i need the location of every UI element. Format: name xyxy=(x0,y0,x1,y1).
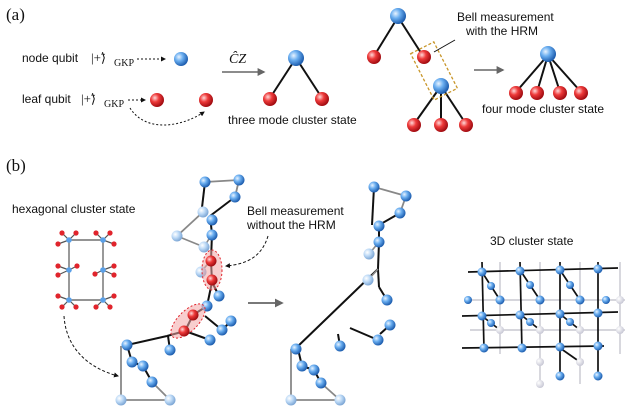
panel-a-label: (a) xyxy=(6,5,25,24)
chain-cluster-left-nodes xyxy=(115,174,245,406)
cz-operator: ĈZ xyxy=(229,50,246,67)
two-cluster-bell-a xyxy=(367,8,473,132)
node-qubit-label: node qubit xyxy=(22,51,79,65)
bell-a-label-1: Bell measurement xyxy=(457,10,554,24)
three-mode-label: three mode cluster state xyxy=(228,113,357,127)
hexagonal-leaves xyxy=(55,230,117,310)
hexagonal-nodes xyxy=(66,237,106,303)
leaf-qubit-gkp: GKP xyxy=(104,99,124,110)
cluster3d-grid xyxy=(461,261,625,388)
bell-a-label-2: with the HRM xyxy=(465,24,538,38)
leaf-qubit-ket: |+̃⟩ xyxy=(81,91,96,106)
bell-b-label-2: without the HRM xyxy=(246,218,336,232)
four-mode-cluster xyxy=(509,46,588,100)
hrm-highlight-box xyxy=(409,41,459,101)
leaf-qubit-sphere-2 xyxy=(199,93,213,107)
cluster3d-label: 3D cluster state xyxy=(490,234,574,248)
leaf-qubit-label: leaf qubit xyxy=(22,92,71,106)
hex-curved-arrow xyxy=(63,315,119,378)
node-qubit-ket: |+̃⟩ xyxy=(91,50,106,65)
leaf-curved-arrow xyxy=(129,107,205,126)
node-qubit-sphere xyxy=(174,52,188,66)
leaf-qubit-sphere-1 xyxy=(150,93,164,107)
bell-a-pointer xyxy=(433,39,456,53)
four-mode-label: four mode cluster state xyxy=(482,102,604,116)
three-mode-cluster xyxy=(263,50,329,106)
node-qubit-gkp: GKP xyxy=(114,58,134,69)
panel-b-label: (b) xyxy=(6,156,26,175)
hex-cluster-label: hexagonal cluster state xyxy=(12,202,136,216)
bell-b-red-nodes xyxy=(178,255,218,337)
bell-b-dotted-arrow xyxy=(225,235,269,269)
bell-b-label-1: Bell measurement xyxy=(247,204,344,218)
chain-cluster-right-nodes xyxy=(285,181,412,406)
